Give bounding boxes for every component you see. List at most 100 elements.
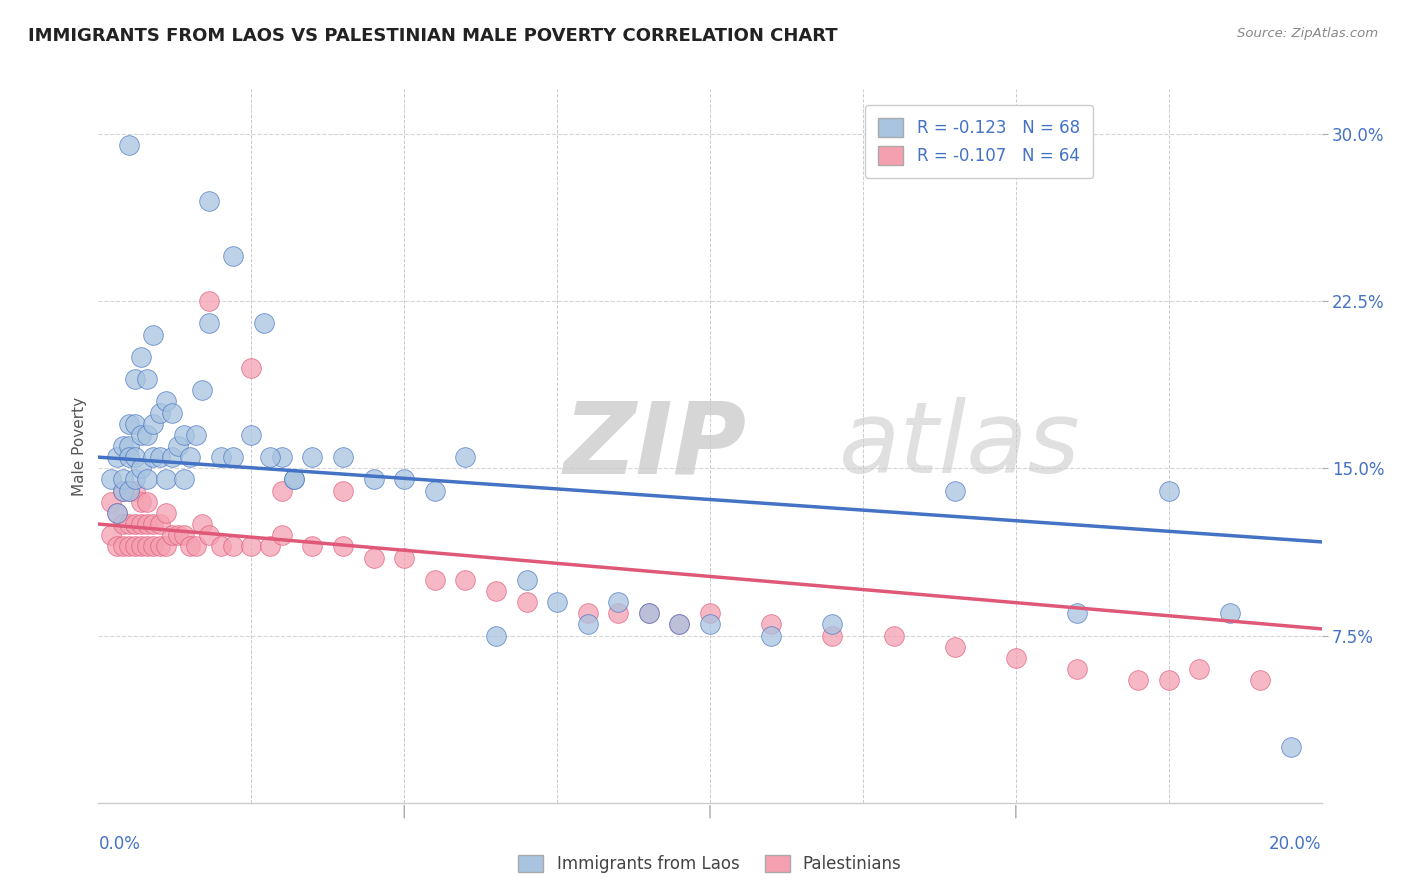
Point	[222, 450, 245, 465]
Point	[1066, 607, 1088, 621]
Point	[516, 595, 538, 609]
Point	[240, 427, 263, 442]
Point	[142, 327, 165, 342]
Point	[124, 450, 146, 465]
Point	[1219, 607, 1241, 621]
Point	[129, 494, 152, 508]
Point	[118, 450, 141, 465]
Point	[111, 473, 134, 487]
Point	[1279, 740, 1302, 755]
Point	[1249, 673, 1271, 687]
Point	[607, 607, 630, 621]
Point	[160, 528, 183, 542]
Point	[759, 628, 782, 642]
Point	[111, 483, 134, 498]
Point	[222, 539, 245, 553]
Point	[259, 450, 281, 465]
Point	[105, 450, 128, 465]
Point	[209, 539, 232, 553]
Point	[363, 550, 385, 565]
Point	[173, 528, 195, 542]
Point	[155, 539, 177, 553]
Point	[943, 483, 966, 498]
Point	[270, 450, 292, 465]
Point	[1128, 673, 1150, 687]
Point	[759, 617, 782, 632]
Point	[118, 517, 141, 532]
Point	[546, 595, 568, 609]
Point	[136, 372, 159, 386]
Point	[118, 417, 141, 431]
Point	[283, 473, 305, 487]
Point	[423, 483, 446, 498]
Point	[821, 628, 844, 642]
Point	[129, 350, 152, 364]
Point	[136, 473, 159, 487]
Point	[423, 573, 446, 587]
Point	[883, 628, 905, 642]
Point	[209, 450, 232, 465]
Point	[270, 483, 292, 498]
Point	[100, 494, 122, 508]
Point	[173, 427, 195, 442]
Point	[270, 528, 292, 542]
Point	[301, 450, 323, 465]
Point	[111, 539, 134, 553]
Point	[124, 517, 146, 532]
Text: ZIP: ZIP	[564, 398, 747, 494]
Point	[124, 539, 146, 553]
Point	[332, 450, 354, 465]
Point	[118, 439, 141, 453]
Point	[197, 194, 219, 208]
Point	[124, 473, 146, 487]
Point	[149, 450, 172, 465]
Text: 0.0%: 0.0%	[98, 835, 141, 853]
Point	[699, 617, 721, 632]
Point	[283, 473, 305, 487]
Point	[100, 473, 122, 487]
Point	[111, 483, 134, 498]
Text: 20.0%: 20.0%	[1270, 835, 1322, 853]
Point	[1066, 662, 1088, 676]
Point	[332, 539, 354, 553]
Point	[155, 506, 177, 520]
Point	[129, 461, 152, 475]
Legend: Immigrants from Laos, Palestinians: Immigrants from Laos, Palestinians	[512, 848, 908, 880]
Point	[105, 506, 128, 520]
Text: atlas: atlas	[838, 398, 1080, 494]
Text: Source: ZipAtlas.com: Source: ZipAtlas.com	[1237, 27, 1378, 40]
Point	[191, 384, 214, 398]
Point	[105, 539, 128, 553]
Point	[943, 640, 966, 654]
Point	[136, 539, 159, 553]
Point	[111, 439, 134, 453]
Point	[252, 317, 274, 331]
Point	[160, 405, 183, 420]
Point	[637, 607, 661, 621]
Point	[142, 450, 165, 465]
Point	[124, 417, 146, 431]
Point	[155, 394, 177, 409]
Point	[142, 539, 165, 553]
Point	[155, 473, 177, 487]
Point	[173, 473, 195, 487]
Point	[1157, 483, 1180, 498]
Point	[363, 473, 385, 487]
Point	[576, 617, 599, 632]
Point	[821, 617, 844, 632]
Point	[167, 528, 190, 542]
Point	[136, 517, 159, 532]
Text: IMMIGRANTS FROM LAOS VS PALESTINIAN MALE POVERTY CORRELATION CHART: IMMIGRANTS FROM LAOS VS PALESTINIAN MALE…	[28, 27, 838, 45]
Point	[197, 293, 219, 308]
Point	[179, 450, 201, 465]
Point	[129, 539, 152, 553]
Point	[167, 439, 190, 453]
Point	[454, 450, 477, 465]
Point	[485, 583, 508, 598]
Point	[637, 607, 661, 621]
Point	[1004, 651, 1026, 665]
Point	[1157, 673, 1180, 687]
Point	[179, 539, 201, 553]
Point	[142, 417, 165, 431]
Point	[111, 517, 134, 532]
